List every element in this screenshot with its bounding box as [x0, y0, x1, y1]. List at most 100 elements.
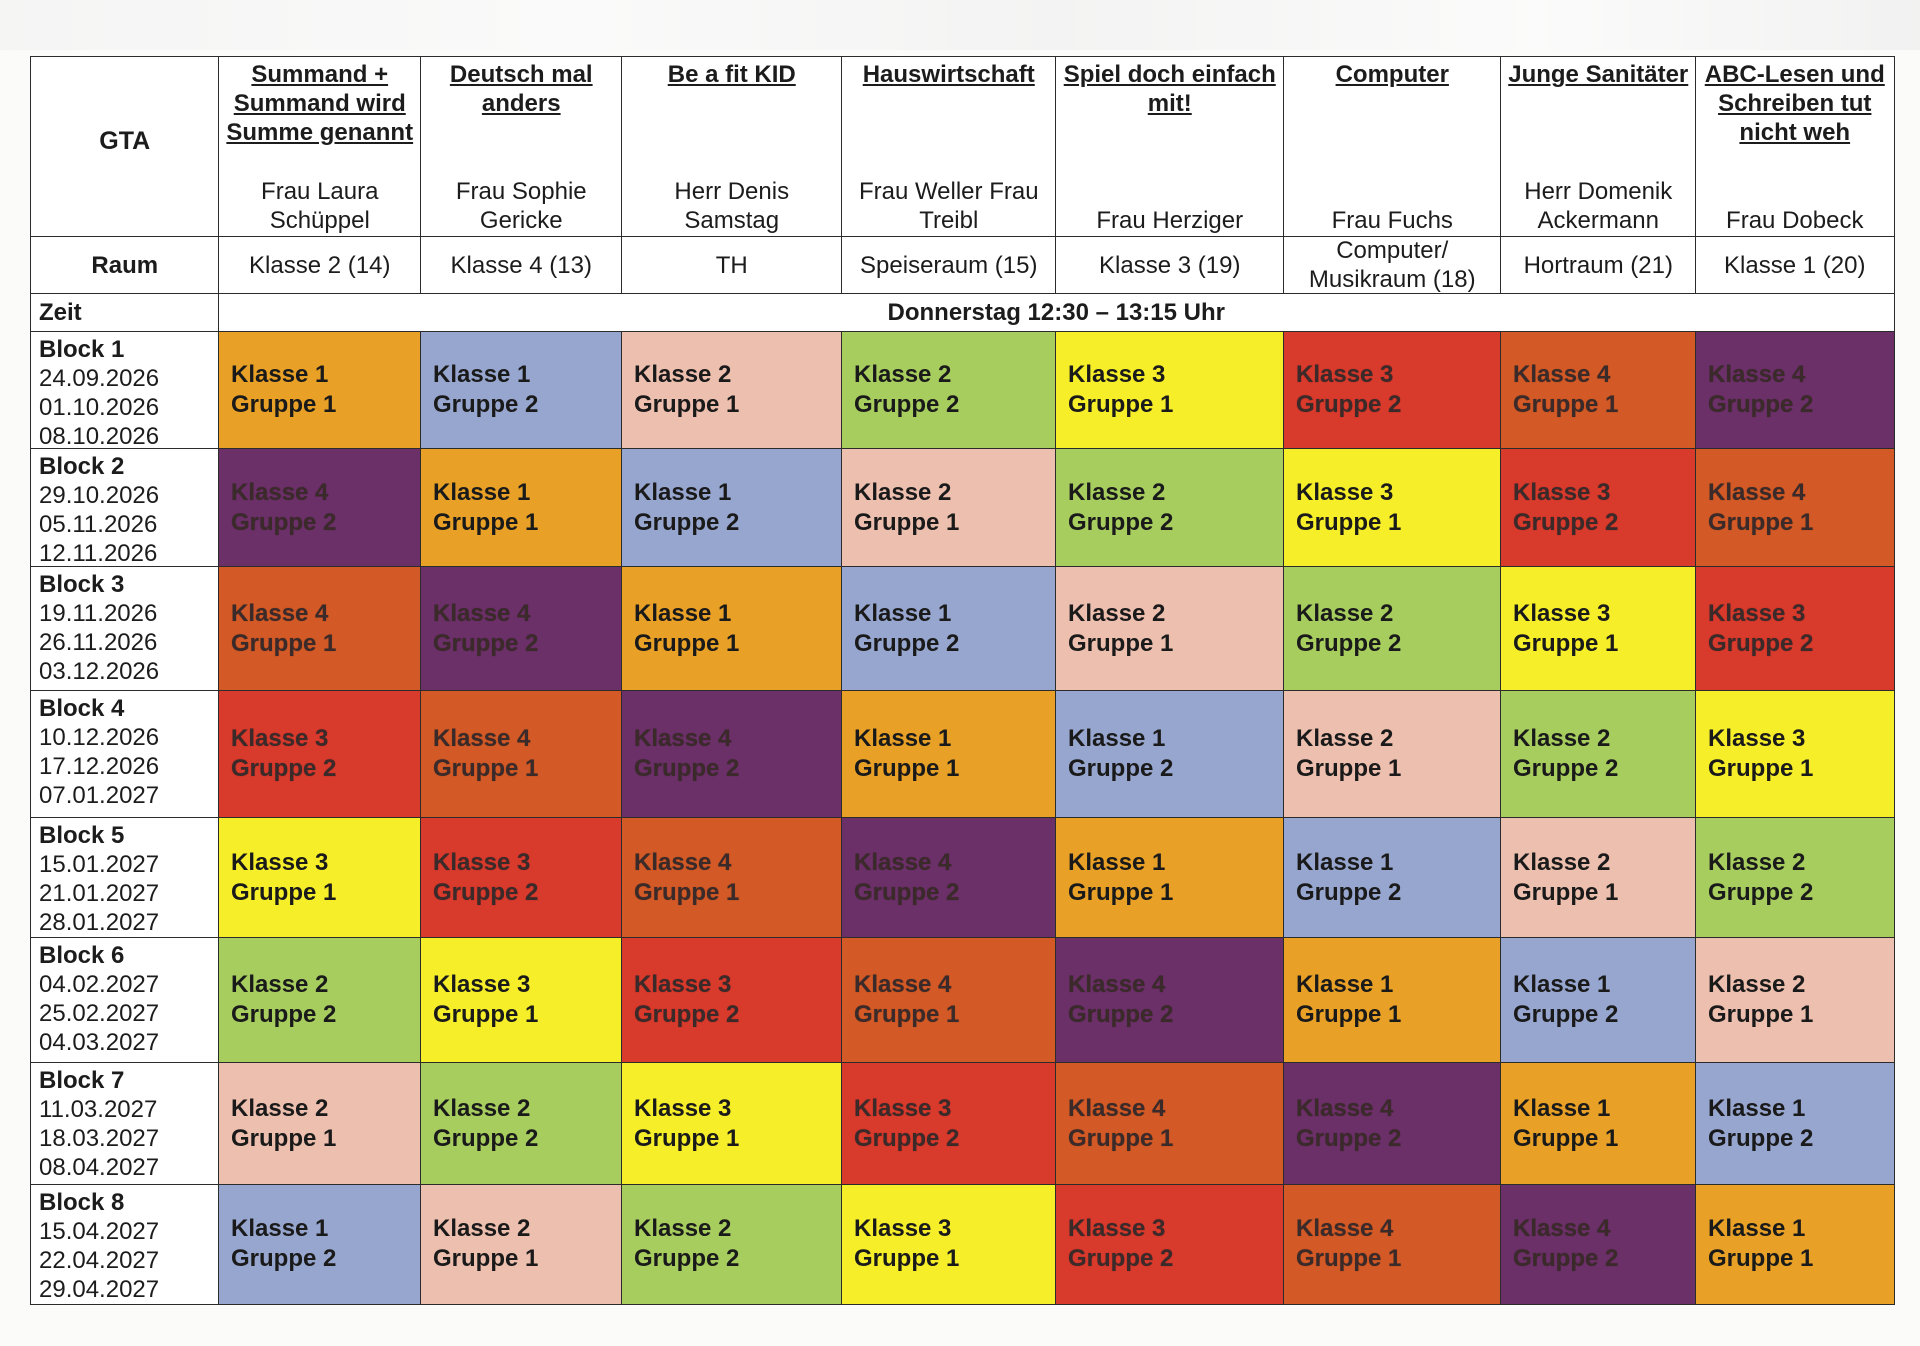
block-date: 12.11.2026 [39, 540, 158, 567]
group-klasse: Klasse 4 [1296, 1215, 1394, 1243]
block-date: 21.01.2027 [39, 880, 160, 907]
group-klasse: Klasse 2 [433, 1215, 531, 1243]
group-assignment-cell: Klasse 1 Gruppe 1 [1500, 1062, 1697, 1186]
group-gruppe: Gruppe 1 [231, 391, 337, 419]
group-klasse: Klasse 4 [854, 971, 952, 999]
group-assignment-cell: Klasse 3 Gruppe 2 [420, 817, 623, 939]
course-teacher: Frau Laura Schüppel [261, 177, 379, 234]
group-assignment-cell: Klasse 4 Gruppe 1 [1695, 448, 1895, 568]
group-gruppe: Gruppe 1 [1708, 755, 1814, 783]
group-klasse: Klasse 1 [854, 725, 952, 753]
group-assignment-cell: Klasse 1 Gruppe 1 [1695, 1184, 1895, 1305]
group-gruppe: Gruppe 2 [1296, 391, 1402, 419]
course-teacher: Frau Weller Frau Treibl [858, 177, 1039, 234]
group-assignment-cell: Klasse 1 Gruppe 2 [1055, 690, 1285, 819]
block-name: Block 5 [39, 822, 125, 849]
group-assignment-cell: Klasse 3 Gruppe 2 [1500, 448, 1697, 568]
group-gruppe: Gruppe 1 [634, 629, 740, 657]
group-gruppe: Gruppe 2 [1708, 391, 1814, 419]
group-klasse: Klasse 2 [1068, 599, 1166, 627]
group-gruppe: Gruppe 2 [634, 1245, 740, 1273]
group-klasse: Klasse 3 [634, 1094, 732, 1122]
group-assignment-cell: Klasse 4 Gruppe 2 [420, 566, 623, 692]
group-gruppe: Gruppe 1 [231, 878, 337, 906]
group-assignment-cell: Klasse 1 Gruppe 1 [621, 566, 843, 692]
group-klasse: Klasse 2 [1708, 971, 1806, 999]
group-assignment-cell: Klasse 1 Gruppe 2 [1500, 937, 1697, 1064]
group-gruppe: Gruppe 2 [854, 878, 960, 906]
group-assignment-cell: Klasse 2 Gruppe 2 [1283, 566, 1502, 692]
block-date: 17.12.2026 [39, 753, 160, 780]
course-title: Computer [1335, 61, 1449, 88]
group-assignment-cell: Klasse 1 Gruppe 1 [1283, 937, 1502, 1064]
group-klasse: Klasse 1 [433, 478, 531, 506]
group-klasse: Klasse 2 [634, 361, 732, 389]
group-assignment-cell: Klasse 4 Gruppe 1 [420, 690, 623, 819]
block-name: Block 4 [39, 695, 125, 722]
group-assignment-cell: Klasse 1 Gruppe 1 [1055, 817, 1285, 939]
block-date: 18.03.2027 [39, 1125, 160, 1152]
course-title: Deutsch mal anders [449, 61, 593, 117]
group-gruppe: Gruppe 1 [1513, 629, 1619, 657]
course-room: Klasse 2 (14) [218, 236, 422, 295]
course-title: Junge Sanitäter [1508, 61, 1689, 88]
group-assignment-cell: Klasse 4 Gruppe 1 [1283, 1184, 1502, 1305]
block-date: 10.12.2026 [39, 724, 160, 751]
course-title: ABC-Lesen und Schreiben tut nicht weh [1704, 61, 1885, 146]
group-klasse: Klasse 3 [854, 1215, 952, 1243]
group-assignment-cell: Klasse 2 Gruppe 2 [841, 331, 1057, 450]
group-gruppe: Gruppe 1 [1296, 508, 1402, 536]
group-assignment-cell: Klasse 2 Gruppe 1 [420, 1184, 623, 1305]
group-klasse: Klasse 2 [854, 361, 952, 389]
group-klasse: Klasse 2 [433, 1094, 531, 1122]
group-gruppe: Gruppe 2 [433, 391, 539, 419]
group-gruppe: Gruppe 2 [231, 1001, 337, 1029]
group-klasse: Klasse 1 [634, 599, 732, 627]
course-header: Computer Frau Fuchs [1283, 56, 1502, 238]
course-header: Junge Sanitäter Herr Domenik Ackermann [1500, 56, 1697, 238]
group-assignment-cell: Klasse 1 Gruppe 1 [841, 690, 1057, 819]
group-klasse: Klasse 1 [854, 599, 952, 627]
schedule-table: GTA Summand + Summand wird Summe genannt… [30, 56, 1895, 1312]
group-gruppe: Gruppe 1 [433, 508, 539, 536]
group-gruppe: Gruppe 2 [1296, 878, 1402, 906]
block-date: 03.12.2026 [39, 658, 160, 685]
group-gruppe: Gruppe 1 [1068, 1124, 1174, 1152]
group-assignment-cell: Klasse 1 Gruppe 2 [1283, 817, 1502, 939]
group-assignment-cell: Klasse 2 Gruppe 2 [1695, 817, 1895, 939]
group-assignment-cell: Klasse 2 Gruppe 1 [1055, 566, 1285, 692]
group-gruppe: Gruppe 2 [854, 391, 960, 419]
block-label-cell: Block 6 04.02.2027 25.02.2027 04.03.2027 [30, 937, 220, 1064]
group-assignment-cell: Klasse 4 Gruppe 2 [1283, 1062, 1502, 1186]
group-assignment-cell: Klasse 4 Gruppe 1 [1055, 1062, 1285, 1186]
group-klasse: Klasse 1 [1068, 848, 1166, 876]
group-assignment-cell: Klasse 1 Gruppe 1 [420, 448, 623, 568]
group-klasse: Klasse 2 [1296, 599, 1394, 627]
course-title: Be a fit KID [667, 61, 796, 88]
block-name: Block 2 [39, 453, 125, 480]
course-title: Hauswirtschaft [862, 61, 1035, 88]
group-klasse: Klasse 4 [231, 478, 329, 506]
group-assignment-cell: Klasse 3 Gruppe 1 [218, 817, 422, 939]
group-assignment-cell: Klasse 3 Gruppe 2 [621, 937, 843, 1064]
group-klasse: Klasse 1 [1513, 1094, 1611, 1122]
corner-gta-label: GTA [30, 56, 220, 238]
block-date: 15.01.2027 [39, 851, 160, 878]
group-assignment-cell: Klasse 1 Gruppe 2 [841, 566, 1057, 692]
group-klasse: Klasse 3 [1296, 361, 1394, 389]
group-assignment-cell: Klasse 1 Gruppe 1 [218, 331, 422, 450]
group-gruppe: Gruppe 2 [231, 1245, 337, 1273]
group-klasse: Klasse 4 [433, 725, 531, 753]
course-teacher: Frau Herziger [1096, 206, 1244, 234]
block-date: 01.10.2026 [39, 394, 160, 421]
group-assignment-cell: Klasse 2 Gruppe 2 [218, 937, 422, 1064]
block-label-cell: Block 7 11.03.2027 18.03.2027 08.04.2027 [30, 1062, 220, 1186]
group-klasse: Klasse 4 [1513, 1215, 1611, 1243]
course-room: Hortraum (21) [1500, 236, 1697, 295]
group-gruppe: Gruppe 2 [1068, 1245, 1174, 1273]
group-klasse: Klasse 1 [1708, 1215, 1806, 1243]
group-klasse: Klasse 4 [231, 599, 329, 627]
group-klasse: Klasse 4 [634, 848, 732, 876]
group-klasse: Klasse 3 [1296, 478, 1394, 506]
group-assignment-cell: Klasse 4 Gruppe 2 [621, 690, 843, 819]
